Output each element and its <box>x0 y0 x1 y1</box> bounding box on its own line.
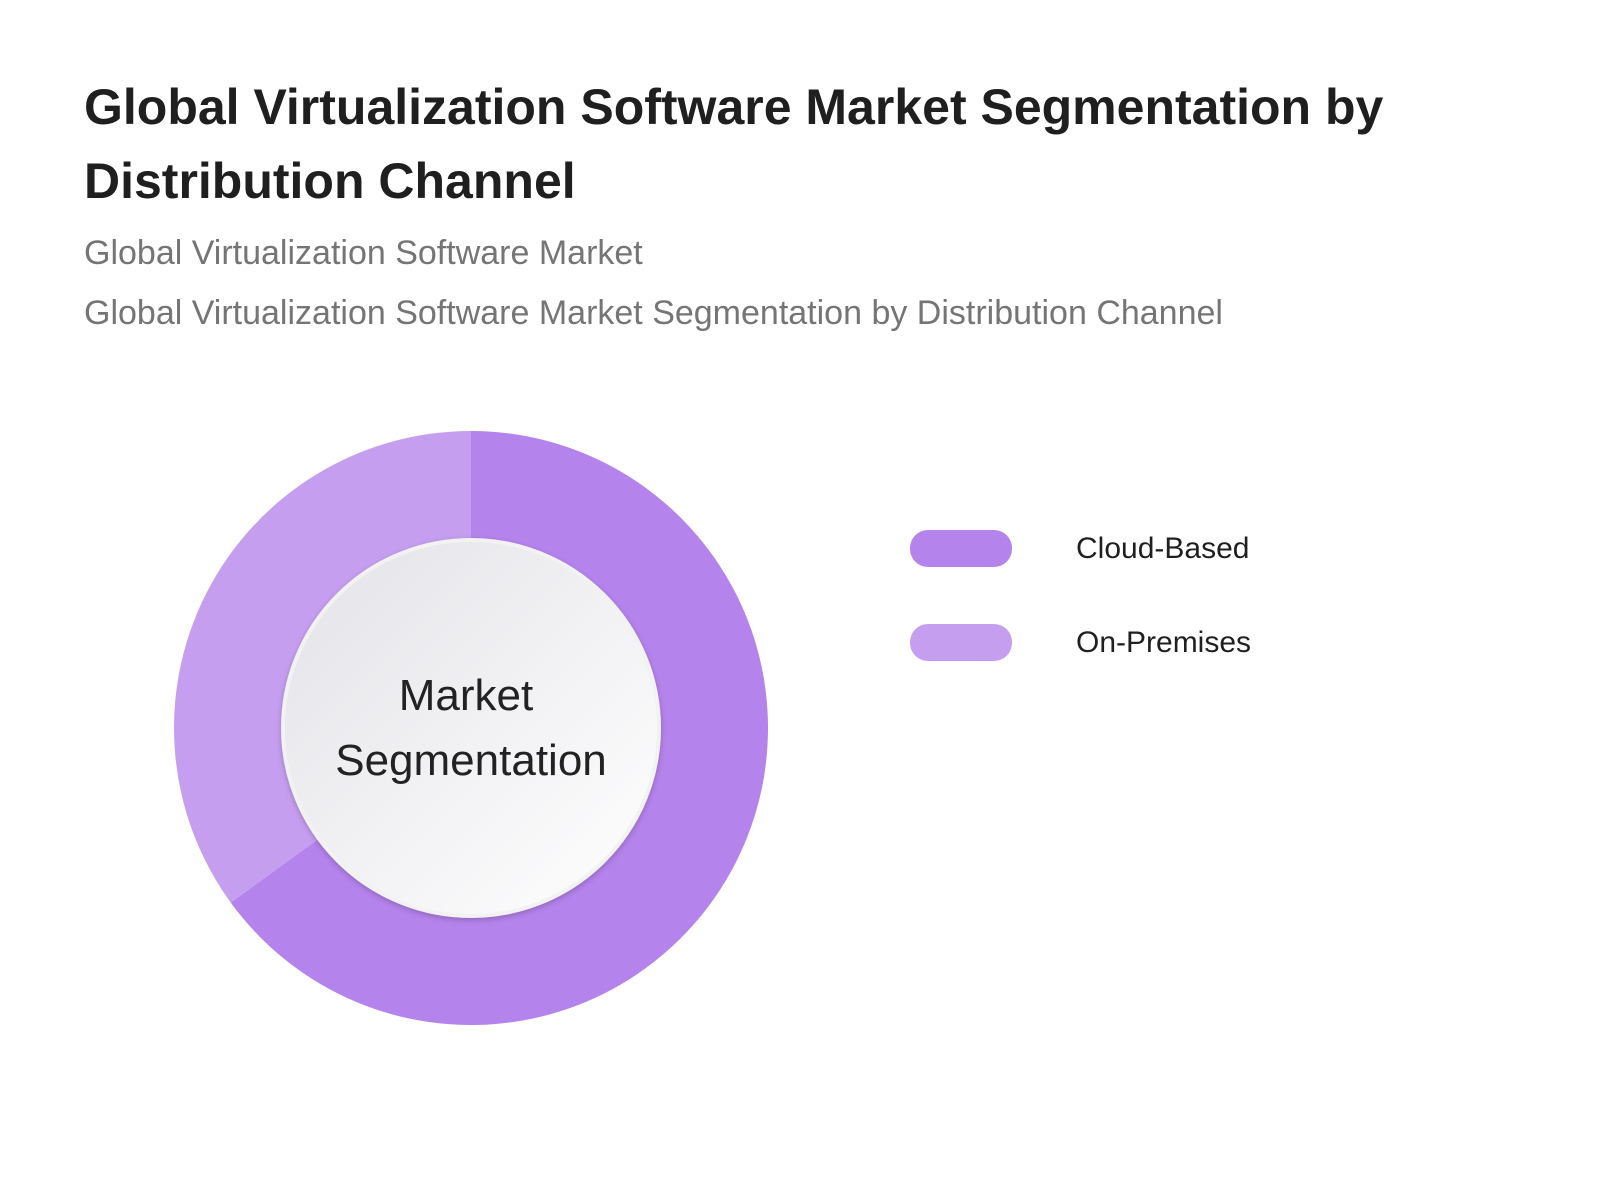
legend-label-on-premises: On-Premises <box>1076 626 1252 659</box>
chart-subtitle-detail: Global Virtualization Software Market Se… <box>84 294 1223 332</box>
chart-title: Global Virtualization Software Market Se… <box>84 79 1384 209</box>
donut-center-label-line-2: Segmentation <box>335 736 607 785</box>
donut-center-disc <box>281 538 661 918</box>
donut-center-label-line-1: Market <box>399 671 533 720</box>
legend-swatch-on-premises <box>910 624 1012 661</box>
chart-subtitle: Global Virtualization Software Market <box>84 234 643 272</box>
legend-swatch-cloud-based <box>910 530 1012 567</box>
legend-label-cloud-based: Cloud-Based <box>1076 532 1250 565</box>
